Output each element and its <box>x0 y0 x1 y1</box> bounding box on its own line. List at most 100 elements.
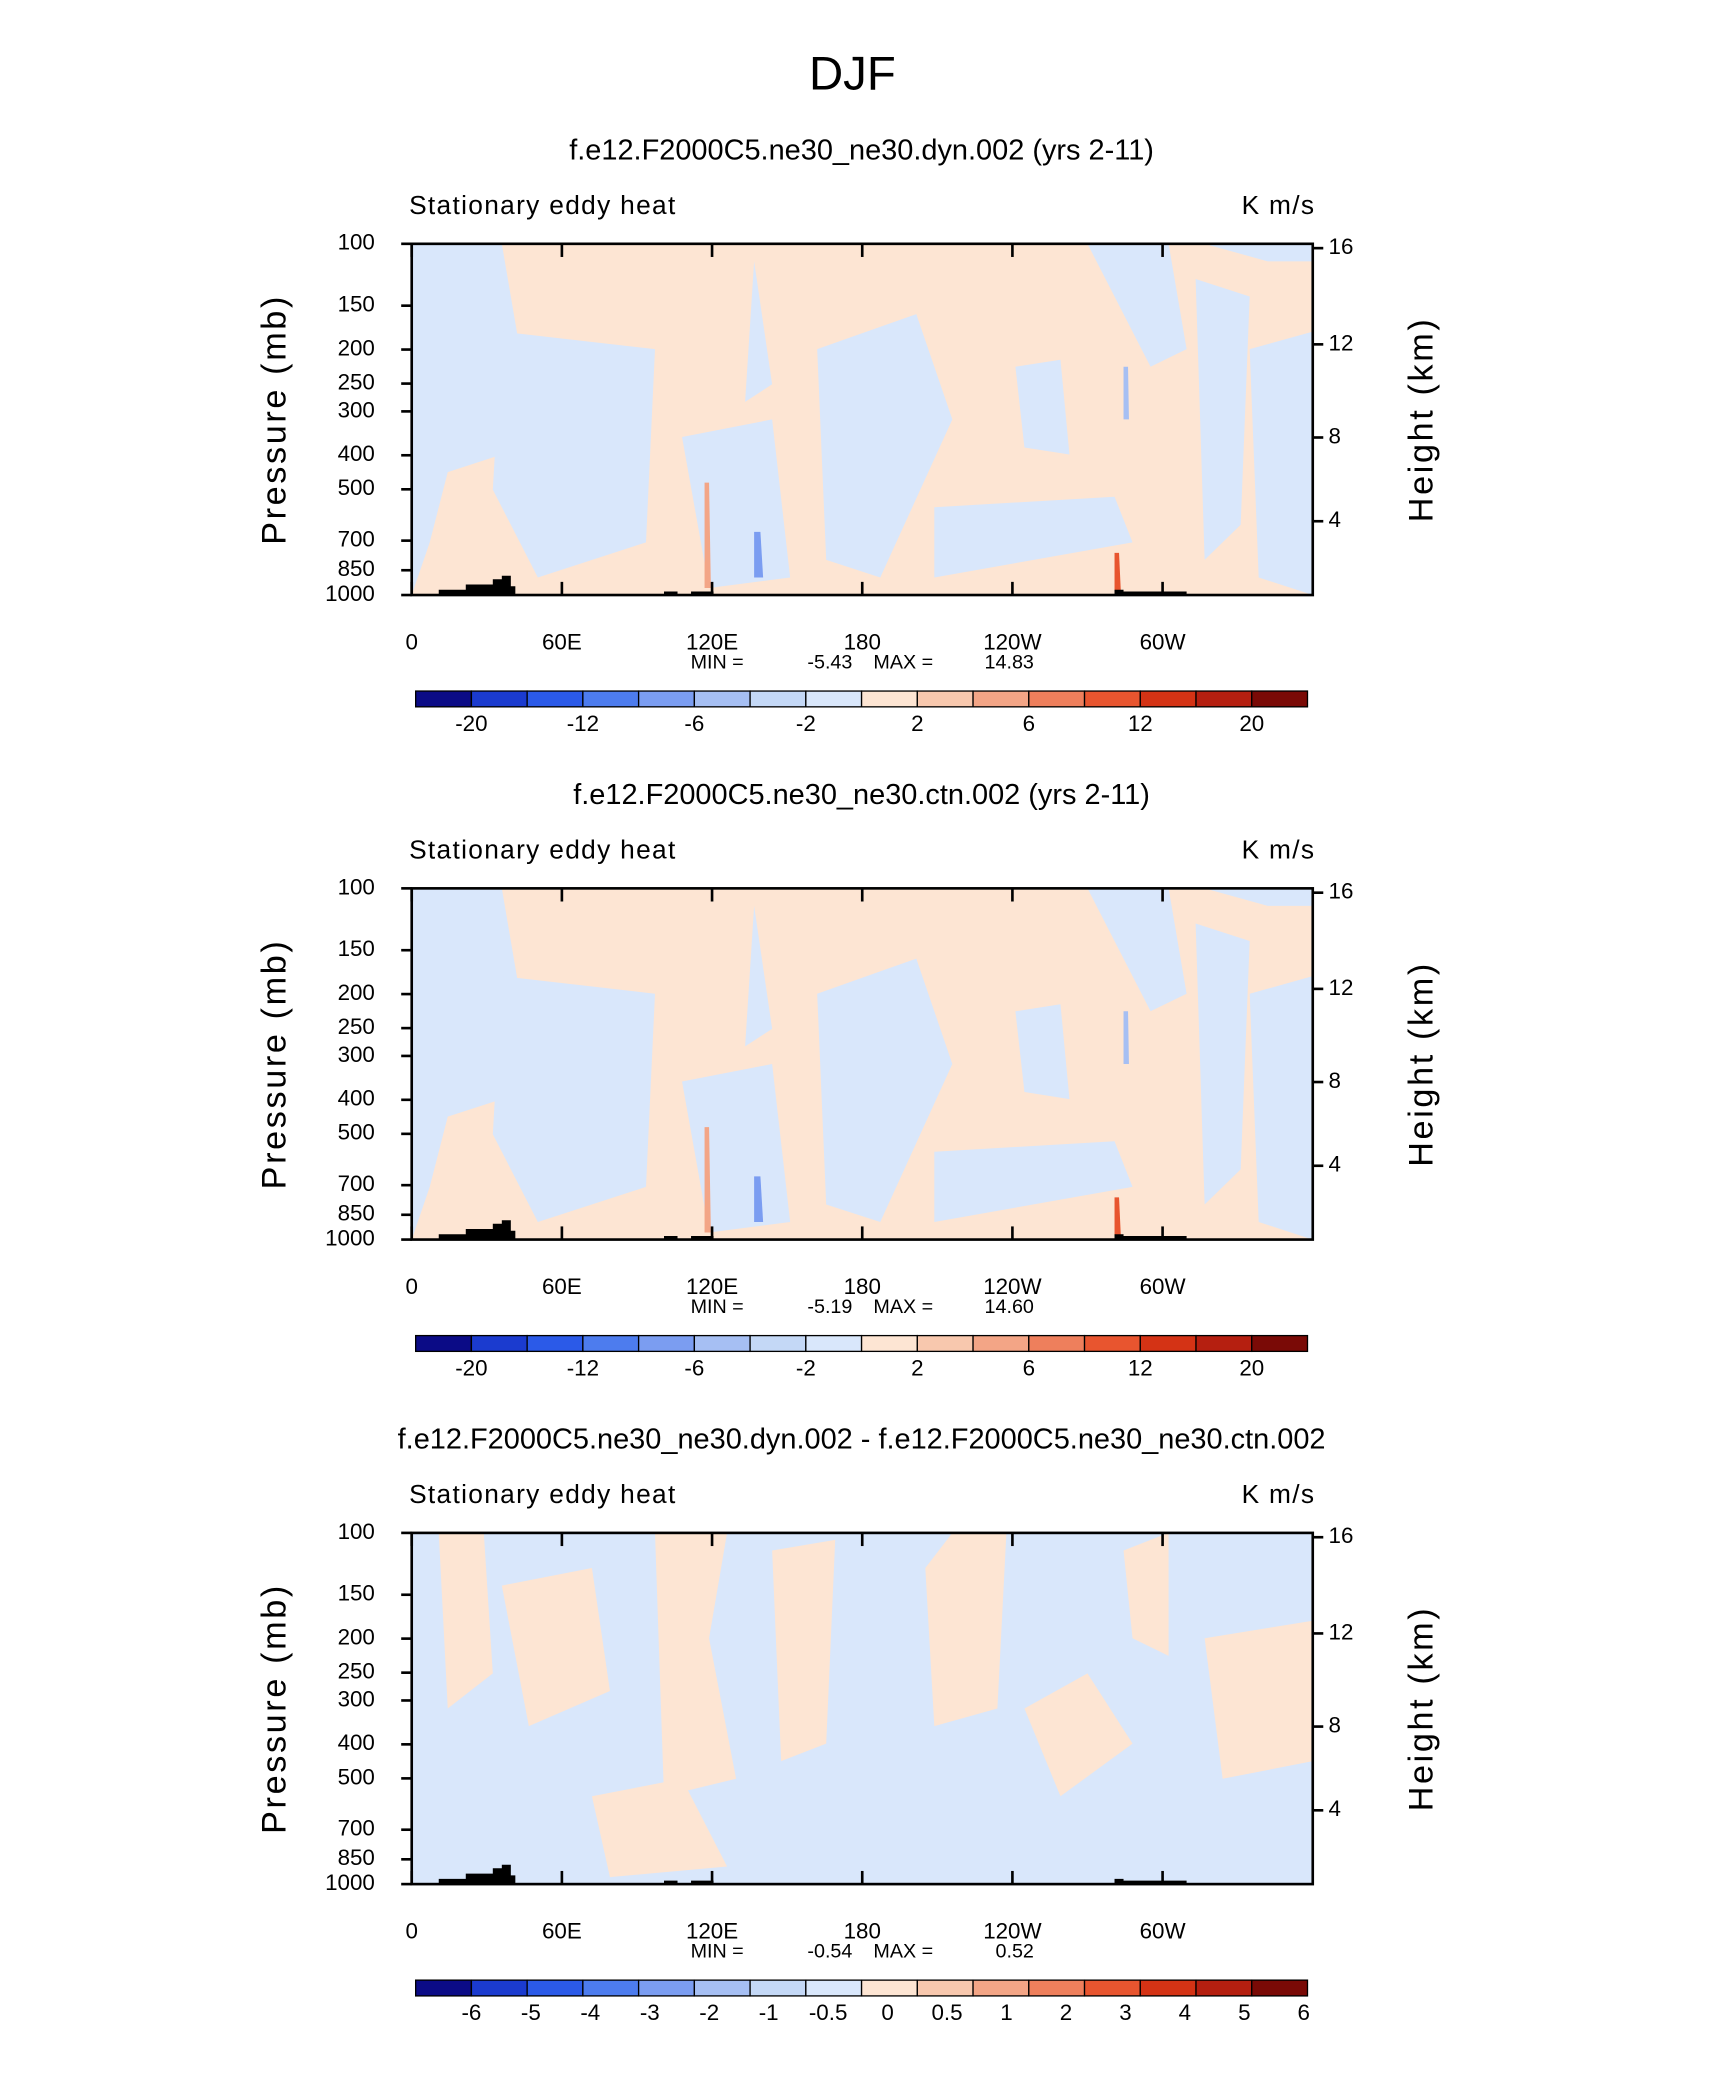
y-tick-label: 400 <box>338 441 375 466</box>
contour-region <box>1114 552 1121 592</box>
colorbar-box <box>637 1334 696 1353</box>
y2-tick-label: 12 <box>1329 975 1354 1000</box>
y-tick-label: 300 <box>338 397 375 422</box>
y-tick-label: 100 <box>338 874 375 899</box>
x-tick-label: 60E <box>542 630 582 655</box>
y2-tick-label: 16 <box>1329 234 1354 259</box>
y-tick-label: 300 <box>338 1686 375 1711</box>
colorbar-label: 2 <box>911 711 923 736</box>
colorbar-box <box>972 690 1030 708</box>
colorbar-label: 0.5 <box>931 2000 962 2025</box>
colorbar-box <box>1028 1334 1086 1353</box>
colorbar-label: 2 <box>1060 2000 1072 2025</box>
colorbar-label: -20 <box>455 711 487 736</box>
max-value: 14.60 <box>985 1296 1034 1318</box>
x-tick-label: 180 <box>844 1274 881 1299</box>
x-tick-label: 120E <box>686 1274 738 1299</box>
contour-fill <box>438 1532 1313 1885</box>
colorbar-box <box>1139 1979 1197 1997</box>
colorbar-box <box>637 690 696 708</box>
contour-region <box>754 531 764 578</box>
figure-title: DJF <box>809 47 896 100</box>
y2-tick-label: 12 <box>1329 330 1354 355</box>
panel-title: f.e12.F2000C5.ne30_ne30.dyn.002 (yrs 2-1… <box>569 134 1154 166</box>
colorbar-label: -20 <box>455 1356 487 1381</box>
panel-title: f.e12.F2000C5.ne30_ne30.ctn.002 (yrs 2-1… <box>573 779 1150 811</box>
contour-region <box>1249 976 1313 1240</box>
panel-title: f.e12.F2000C5.ne30_ne30.dyn.002 - f.e12.… <box>398 1423 1326 1455</box>
contour-region <box>1204 243 1313 262</box>
colorbar-label: -12 <box>567 1356 599 1381</box>
colorbar-box <box>860 1979 918 1997</box>
y-tick-label: 100 <box>338 230 375 255</box>
x-tick-label: 0 <box>405 1919 417 1944</box>
colorbar-label: 0 <box>881 2000 893 2025</box>
x-tick-label: 60W <box>1140 630 1187 655</box>
y2-tick-label: 8 <box>1329 1712 1341 1737</box>
contour-region <box>754 1176 764 1223</box>
x-tick-label: 60E <box>542 1274 582 1299</box>
colorbar-label: 20 <box>1239 1356 1264 1381</box>
colorbar-label: 12 <box>1128 1356 1153 1381</box>
colorbar-box <box>470 1979 528 1997</box>
contour-region <box>1087 888 1187 1012</box>
contour-region <box>745 905 773 1047</box>
colorbar-box <box>805 1334 863 1353</box>
y-tick-label: 250 <box>338 1659 375 1684</box>
colorbar-box <box>1028 690 1086 708</box>
colorbar-box <box>916 1979 974 1997</box>
contour-region <box>817 958 953 1223</box>
colorbar-box <box>1195 690 1253 708</box>
colorbar-box <box>1083 1334 1141 1353</box>
left-label: Stationary eddy heat <box>409 834 677 864</box>
y-tick-label: 250 <box>338 1014 375 1039</box>
colorbar-label: 12 <box>1128 711 1153 736</box>
colorbar-box <box>805 1979 863 1997</box>
colorbar-box <box>1251 690 1309 708</box>
contour-region <box>411 888 520 1240</box>
colorbar-label: 2 <box>911 1356 923 1381</box>
colorbar-label: 6 <box>1298 2000 1310 2025</box>
y2-tick-label: 4 <box>1329 1152 1341 1177</box>
contour-region <box>492 976 655 1223</box>
colorbar-box <box>582 1979 640 1997</box>
y2-axis-label: Height (km) <box>1402 961 1440 1167</box>
y-tick-label: 500 <box>338 1764 375 1789</box>
contour-region <box>438 1532 493 1709</box>
colorbar-label: -5 <box>521 2000 541 2025</box>
contour-region <box>934 496 1133 578</box>
x-tick-label: 120E <box>686 1919 738 1944</box>
y-tick-label: 700 <box>338 527 375 552</box>
max-label: MAX = <box>873 652 933 674</box>
y-tick-label: 100 <box>338 1519 375 1544</box>
colorbar-box <box>582 690 640 708</box>
min-value: -0.54 <box>807 1941 852 1963</box>
contour-fill <box>411 888 1313 1240</box>
colorbar-label: -3 <box>640 2000 660 2025</box>
contour-region <box>1015 359 1070 455</box>
min-label: MIN = <box>691 652 744 674</box>
contour-region <box>411 243 520 596</box>
colorbar-box <box>526 1334 584 1353</box>
y-axis-label: Pressure (mb) <box>255 294 293 545</box>
colorbar-label: 6 <box>1023 1356 1035 1381</box>
y-axis-label: Pressure (mb) <box>255 939 293 1190</box>
y-tick-label: 150 <box>338 1581 375 1606</box>
colorbar-box <box>749 690 807 708</box>
x-tick-label: 180 <box>844 630 881 655</box>
topography <box>438 575 1187 596</box>
topography <box>438 1864 1187 1885</box>
colorbar-label: -12 <box>567 711 599 736</box>
max-label: MAX = <box>873 1296 933 1318</box>
colorbar-label: 1 <box>1000 2000 1012 2025</box>
y-tick-label: 400 <box>338 1086 375 1111</box>
right-label: K m/s <box>1242 190 1316 220</box>
contour-region <box>591 1778 728 1878</box>
contour-region <box>1024 1673 1133 1797</box>
y2-axis-label: Height (km) <box>1402 317 1440 523</box>
y-tick-label: 700 <box>338 1816 375 1841</box>
colorbar-box <box>1139 690 1197 708</box>
contour-region <box>1123 366 1129 420</box>
contour-region <box>1195 278 1250 560</box>
